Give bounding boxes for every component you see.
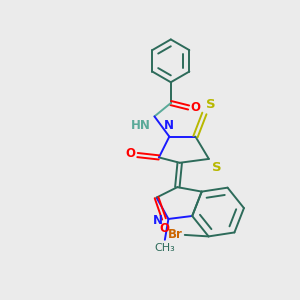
Text: S: S [212,161,222,174]
Text: O: O [191,101,201,114]
Text: CH₃: CH₃ [154,243,175,253]
Text: Br: Br [167,227,182,241]
Text: O: O [160,222,170,235]
Text: N: N [164,119,174,132]
Text: HN: HN [131,119,151,132]
Text: S: S [206,98,216,111]
Text: N: N [153,214,163,227]
Text: O: O [125,147,135,160]
